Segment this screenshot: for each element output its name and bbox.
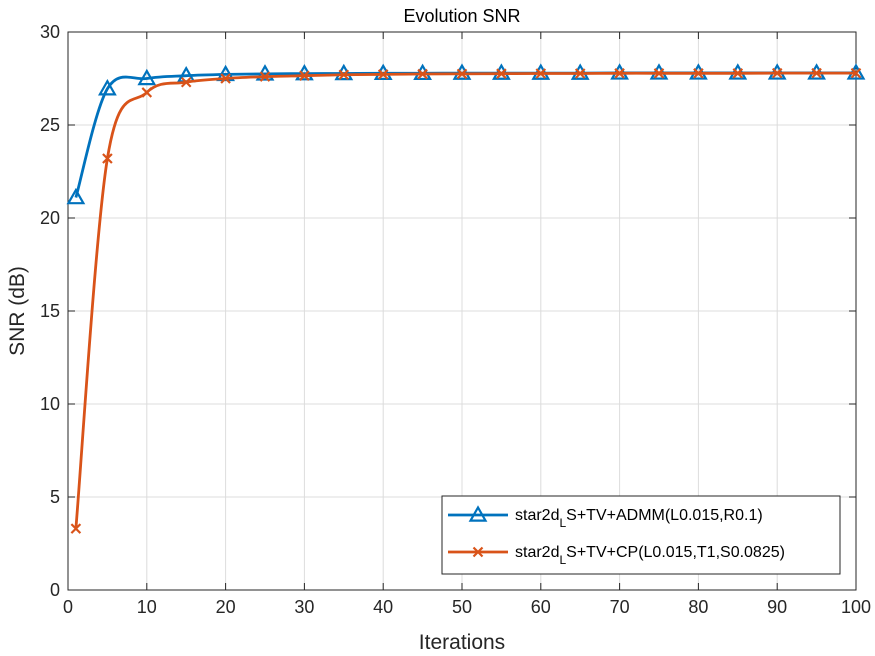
x-tick-label: 20 [216,597,236,617]
x-tick-label: 70 [610,597,630,617]
series-2-point [70,523,82,534]
data-series [66,63,866,534]
x-axis-title: Iterations [419,631,505,654]
x-tick-label: 90 [767,597,787,617]
series-2-point [338,69,350,81]
legend-box [441,495,841,575]
x-tick-label: 60 [531,597,551,617]
axes: 0 10 20 30 40 50 60 70 80 90 100 0 5 10 15 20 25 30 [40,22,871,617]
series-2-point [417,68,428,80]
series-2-point [102,153,113,164]
series-2-point [496,68,507,79]
y-tick-label: 0 [50,580,60,600]
series-2-point [259,71,271,82]
y-axis-title: SNR (dB) [6,266,29,356]
series-2-point [811,67,822,79]
series-1-point [413,63,432,81]
series-2-point [850,67,862,79]
series-1-point [492,63,511,80]
x-tick-label: 0 [63,597,73,617]
series-2-point [574,68,586,79]
series-1-point [452,63,472,80]
y-tick-label: 20 [40,208,60,228]
series-1-point [373,63,393,81]
series-2-point [693,68,704,79]
legend-entry-1: star2dLS+TV+ADMM(L0.015,R0.1) [515,507,763,530]
series-2-point [535,68,547,79]
series-1-point [66,187,86,205]
series-2-point [299,70,310,81]
series-2-point [456,68,468,80]
series-1-point [98,79,117,96]
x-tick-label: 40 [373,597,393,617]
x-tick-label: 30 [294,597,314,617]
y-tick-label: 5 [50,487,60,507]
y-tick-label: 30 [40,22,60,42]
chart-title: Evolution SNR [403,6,520,26]
series-2-point [220,73,231,84]
legend: star2dLS+TV+ADMM(L0.015,R0.1) star2dLS+TV… [441,495,841,575]
x-tick-label: 10 [137,597,157,617]
x-tick-label: 80 [688,597,708,617]
series-2-point [180,76,192,88]
series-2-point [653,68,665,79]
series-2-point [732,68,744,79]
legend-marker-2 [472,546,484,558]
legend-entry-2: star2dLS+TV+CP(L0.015,T1,S0.0825) [515,544,785,567]
y-tick-label: 10 [40,394,60,414]
y-tick-label: 15 [40,301,60,321]
series-2-point [141,87,153,98]
series-1-point [137,68,157,86]
series-2-point [614,68,625,79]
x-tick-label: 100 [841,597,871,617]
legend-marker-1 [468,505,488,522]
y-tick-label: 25 [40,115,60,135]
series-2-point [771,67,783,79]
x-tick-label: 50 [452,597,472,617]
series-2-point [377,69,389,80]
